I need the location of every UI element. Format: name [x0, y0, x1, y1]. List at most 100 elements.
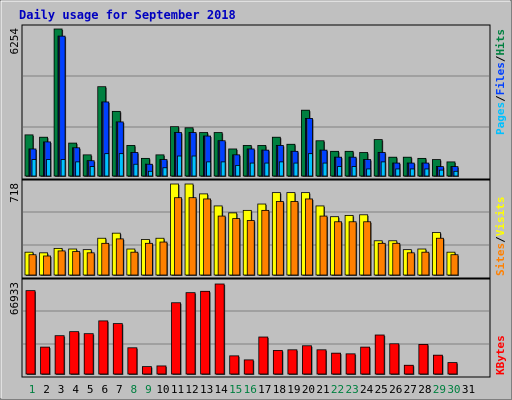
bar-pages-day-19	[293, 162, 299, 177]
bar-kbytes-day-1	[25, 290, 36, 375]
bar-sites-day-2	[43, 255, 51, 276]
bar-files-core-day-12	[188, 132, 191, 177]
bar-files-core-day-22	[334, 156, 336, 177]
visits-ymax-label: 718	[8, 183, 21, 203]
bar-pages-day-5	[89, 166, 95, 177]
bar-files-core-day-12-shadow	[190, 133, 192, 177]
bar-kbytes-day-26	[389, 343, 400, 375]
bar-pages-day-28	[424, 168, 430, 177]
bar-files-core-day-21	[319, 149, 322, 177]
x-label-day-7: 7	[116, 383, 123, 396]
bar-kbytes-day-4	[69, 331, 80, 375]
bar-pages-day-18	[278, 161, 284, 177]
bar-files-core-day-9-shadow	[146, 165, 148, 177]
x-label-day-14: 14	[215, 383, 229, 396]
bar-pages-day-16	[249, 162, 255, 177]
bar-kbytes-day-10	[156, 365, 167, 375]
x-label-day-8: 8	[131, 383, 138, 396]
bar-pages-day-17	[264, 162, 270, 177]
bar-sites-day-28	[421, 251, 430, 276]
bar-sites-day-18	[275, 201, 284, 276]
bar-pages-day-29	[438, 169, 444, 177]
x-label-day-31: 31	[462, 383, 475, 396]
bar-files-core-day-16-shadow	[248, 149, 250, 177]
bar-kbytes-day-13	[200, 290, 211, 375]
bar-sites-day-14	[217, 215, 226, 276]
bar-files-core-day-27	[406, 162, 409, 177]
x-label-day-13: 13	[200, 383, 213, 396]
bar-sites-day-12	[188, 197, 197, 276]
x-label-day-11: 11	[171, 383, 184, 396]
bar-sites-day-11	[174, 197, 182, 276]
bar-sites-day-25	[377, 242, 386, 276]
bar-sites-day-4	[72, 251, 81, 276]
x-label-day-15: 15	[229, 383, 242, 396]
bar-pages-day-1	[31, 159, 37, 177]
bar-pages-day-7	[118, 153, 124, 177]
bar-pages-day-25	[380, 161, 386, 177]
bar-pages-day-2	[46, 159, 51, 177]
bar-files-core-day-18	[275, 145, 278, 177]
bar-pages-day-27	[409, 168, 415, 177]
bar-sites-day-16	[246, 220, 255, 276]
bar-files-core-day-8-shadow	[131, 153, 133, 177]
bar-files-core-day-5-shadow	[88, 161, 90, 177]
bar-sites-day-30	[450, 254, 459, 276]
chart-title: Daily usage for September 2018	[19, 8, 236, 22]
bar-files-core-day-11	[174, 132, 176, 177]
bar-kbytes-day-5	[83, 333, 94, 375]
visits-bars	[24, 183, 459, 276]
bar-pages-day-24	[366, 168, 372, 177]
x-label-day-17: 17	[258, 383, 271, 396]
bar-files-core-day-19-shadow	[291, 152, 293, 177]
bar-sites-day-10	[159, 241, 168, 276]
legend-separator-2: /	[494, 55, 507, 62]
bar-kbytes-day-7	[112, 323, 123, 375]
x-axis-day-labels: 1 2 3 4 5 6 7 8 9 10 11 12 13 14 15 16 17 18 19 20 21 22 23 24 2…	[29, 383, 475, 396]
bar-pages-day-21	[322, 162, 328, 177]
bar-sites-day-17	[261, 209, 270, 276]
x-label-day-21: 21	[316, 383, 329, 396]
bar-files-core-day-2-shadow	[44, 142, 46, 177]
x-label-day-22: 22	[331, 383, 344, 396]
bar-files-core-day-26	[392, 162, 395, 177]
bar-kbytes-day-19	[287, 349, 298, 375]
bar-kbytes-day-16	[243, 359, 254, 375]
x-label-day-30: 30	[447, 383, 460, 396]
bar-sites-day-5	[86, 252, 95, 276]
bar-kbytes-day-14	[214, 283, 225, 375]
bar-sites-day-9	[144, 242, 153, 276]
bar-files-core-day-11-shadow	[175, 133, 177, 177]
bar-sites-day-13	[203, 198, 212, 276]
bar-files-core-day-19	[290, 150, 293, 177]
x-label-day-5: 5	[87, 383, 94, 396]
bar-pages-day-10	[162, 167, 168, 177]
bar-pages-day-23	[351, 166, 357, 177]
legend-separator-3: /	[494, 236, 507, 243]
visits-legend: Sites/Visits	[494, 197, 507, 277]
legend-visits: Visits	[494, 197, 507, 237]
legend-pages: Pages	[494, 102, 507, 135]
bar-sites-day-24	[363, 221, 372, 276]
bar-sites-day-20	[305, 198, 313, 276]
x-label-day-16: 16	[244, 383, 257, 396]
bar-files-core-day-23-shadow	[350, 158, 352, 177]
bar-files-core-day-24	[363, 159, 366, 177]
bar-files-core-day-18-shadow	[277, 146, 279, 177]
bar-kbytes-day-21	[316, 349, 327, 375]
bar-kbytes-day-11	[171, 302, 181, 375]
bar-files-core-day-7	[115, 121, 118, 177]
bar-files-core-day-29	[435, 166, 438, 177]
bar-files-core-day-27-shadow	[408, 164, 410, 177]
bar-kbytes-day-2	[40, 346, 50, 375]
bar-sites-day-8	[130, 251, 139, 276]
hits-ymax-label: 6254	[8, 28, 21, 55]
kbytes-legend: KBytes	[494, 335, 507, 375]
bar-files-core-day-9	[144, 163, 147, 177]
bar-files-core-day-13	[203, 135, 206, 177]
x-label-day-2: 2	[43, 383, 50, 396]
bar-pages-day-14	[220, 161, 226, 177]
bar-pages-day-13	[206, 161, 212, 177]
x-label-day-29: 29	[433, 383, 446, 396]
bar-files-core-day-23	[348, 156, 351, 177]
